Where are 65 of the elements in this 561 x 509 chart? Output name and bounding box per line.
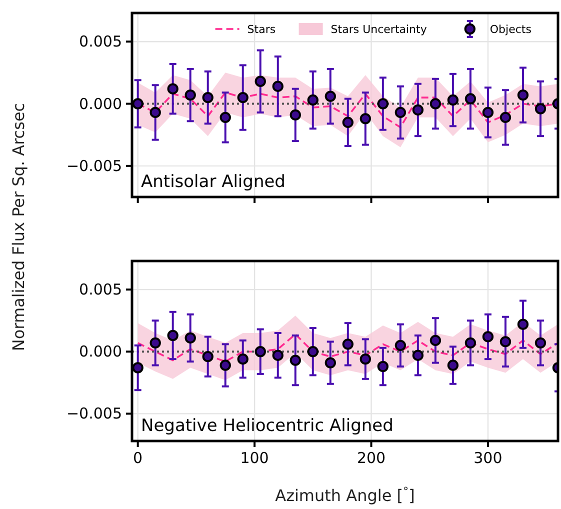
point: [290, 354, 301, 366]
y-tick-label: −0.005: [66, 404, 122, 423]
x-tick-label: 100: [240, 449, 269, 467]
point: [517, 318, 529, 330]
x-tick-label: 300: [474, 449, 502, 467]
point: [500, 112, 512, 124]
x-axis-title: Azimuth Angle [$^{°}$]: [275, 484, 415, 505]
legend-label: Objects: [490, 23, 532, 36]
point: [202, 92, 214, 104]
point: [307, 346, 319, 358]
x-tick-label: 0: [133, 449, 143, 467]
point: [482, 106, 494, 118]
annotation: Negative Heliocentric Aligned: [141, 416, 394, 436]
point: [360, 353, 372, 365]
point: [430, 98, 442, 110]
point: [132, 98, 144, 110]
point: [482, 331, 494, 342]
point: [237, 353, 248, 365]
point: [500, 336, 512, 348]
point: [412, 350, 424, 361]
point: [272, 350, 284, 361]
legend-label: Stars: [247, 23, 276, 36]
point: [377, 360, 389, 372]
point: [412, 104, 424, 116]
point: [150, 337, 161, 349]
point: [342, 116, 354, 128]
point: [342, 338, 354, 350]
point: [447, 94, 459, 106]
y-tick-label: −0.005: [66, 156, 122, 175]
point: [254, 76, 266, 87]
y-tick-label: 0.005: [79, 32, 122, 51]
point: [220, 112, 231, 124]
point: [377, 98, 389, 110]
point: [184, 332, 196, 344]
point: [464, 337, 476, 349]
annotation: Stars Uncertainty: [330, 23, 428, 36]
point: [394, 340, 406, 352]
point: [167, 83, 178, 94]
point: [150, 106, 161, 118]
point: [254, 346, 266, 358]
point: [447, 360, 459, 371]
point: [430, 334, 442, 346]
x-tick-label: 200: [356, 449, 386, 467]
point: [307, 94, 319, 106]
y-tick-label: 0.005: [79, 280, 122, 299]
y-tick-label: 0.000: [79, 94, 122, 113]
point: [517, 89, 529, 101]
annotation: Antisolar Aligned: [141, 172, 286, 192]
point: [220, 360, 231, 371]
point: [132, 362, 144, 374]
point: [272, 80, 284, 92]
point: [360, 113, 372, 124]
y-axis-title: Normalized Flux Per Sq. Arcsec: [9, 102, 28, 352]
point: [324, 357, 336, 368]
point: [394, 106, 406, 118]
point: [324, 90, 336, 102]
point: [237, 92, 248, 104]
y-tick-label: 0.000: [79, 342, 122, 361]
point: [184, 89, 196, 101]
point: [290, 109, 301, 121]
point: [534, 103, 546, 114]
point: [464, 93, 476, 104]
point: [167, 330, 178, 342]
point: [534, 337, 546, 349]
point: [202, 350, 214, 362]
